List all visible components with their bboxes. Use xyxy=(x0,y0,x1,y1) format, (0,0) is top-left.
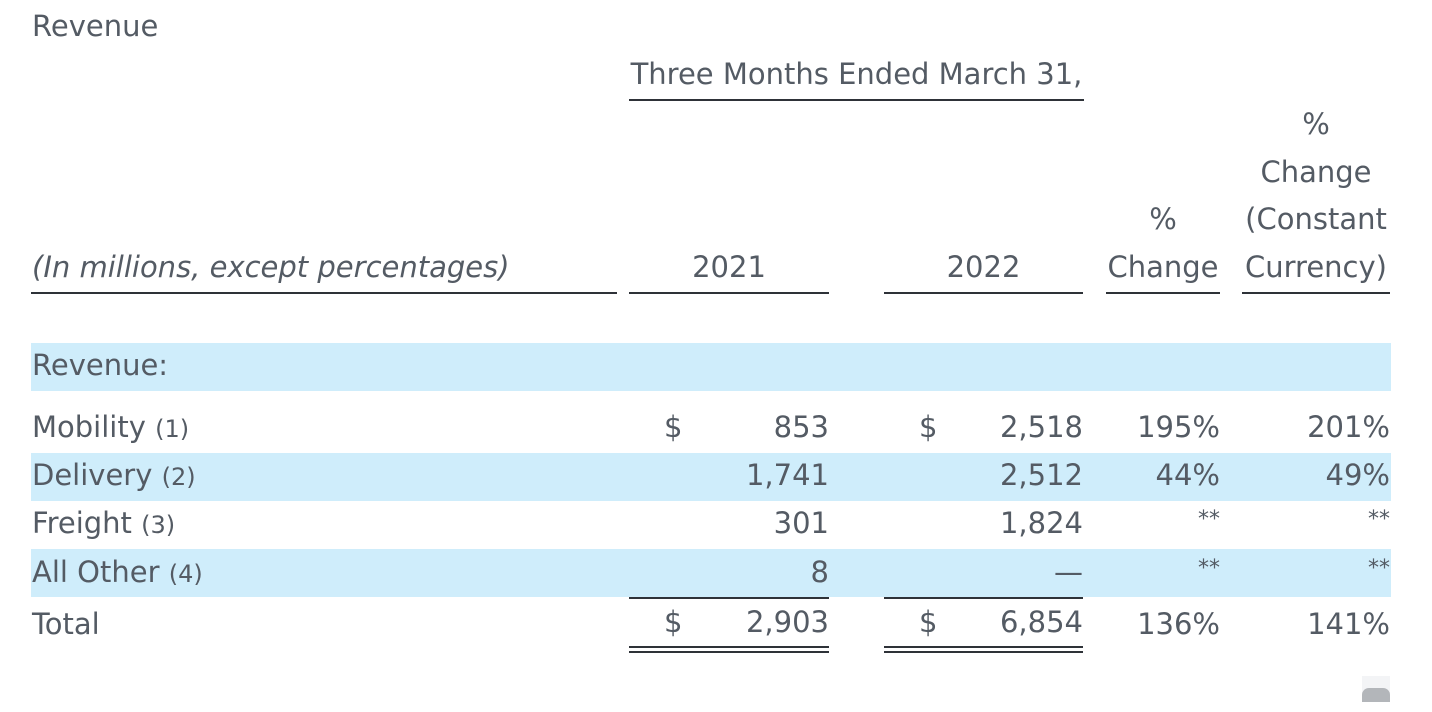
group-label: Revenue: xyxy=(32,348,169,382)
all-other-row-band xyxy=(31,549,1391,597)
total-label: Total xyxy=(32,607,100,641)
pct-change-value: ** xyxy=(1198,556,1220,581)
group-row-band xyxy=(31,343,1391,391)
table-row-label: Mobility (1) xyxy=(32,413,189,442)
cc-change-header-line3: (Constant xyxy=(1245,202,1387,236)
total-pct-change: 136% xyxy=(1137,607,1220,641)
table-row-label: All Other (4) xyxy=(32,558,203,587)
value-2022: 2,512 xyxy=(999,458,1083,492)
total-2022-double-rule-1 xyxy=(884,646,1083,648)
currency-symbol: $ xyxy=(664,410,683,444)
units-header: (In millions, except percentages) xyxy=(32,250,510,284)
value-2021: 853 xyxy=(773,410,829,444)
total-cc-change: 141% xyxy=(1307,607,1390,641)
scrollbar-thumb[interactable] xyxy=(1362,676,1390,702)
pct-change-header-line1: % xyxy=(1149,202,1177,236)
total-2021-double-rule-2 xyxy=(629,651,829,653)
total-2021-double-rule-1 xyxy=(629,646,829,648)
total-2022-double-rule-2 xyxy=(884,651,1083,653)
cc-change-value: 49% xyxy=(1325,458,1390,492)
row-label-text: Mobility xyxy=(32,410,146,444)
table-row-label: Delivery (2) xyxy=(32,461,196,490)
value-2022: 2,518 xyxy=(999,410,1083,444)
pct-change-value: ** xyxy=(1198,507,1220,532)
cc-change-header-line2: Change xyxy=(1260,155,1372,189)
footnote-ref: (1) xyxy=(155,415,190,443)
footnote-ref: (2) xyxy=(161,463,196,491)
units-header-rule xyxy=(31,292,617,294)
pct-change-header-rule xyxy=(1106,292,1220,294)
section-title: Revenue xyxy=(32,9,159,43)
year-2021-header-rule xyxy=(629,292,829,294)
year-2022-header: 2022 xyxy=(946,250,1021,284)
delivery-row-band xyxy=(31,453,1391,501)
total-2021-value: 2,903 xyxy=(745,605,829,639)
currency-symbol: $ xyxy=(919,605,938,639)
currency-symbol: $ xyxy=(919,410,938,444)
row-label-text: All Other xyxy=(32,555,160,589)
period-header-rule xyxy=(629,99,1084,101)
pct-change-header-line2: Change xyxy=(1107,250,1219,284)
pct-change-value: 44% xyxy=(1155,458,1220,492)
currency-symbol: $ xyxy=(664,605,683,639)
row-label-text: Freight xyxy=(32,506,132,540)
total-2022-value: 6,854 xyxy=(999,605,1083,639)
year-2021-header: 2021 xyxy=(692,250,766,284)
value-2021: 301 xyxy=(773,506,829,540)
cc-change-header-line1: % xyxy=(1302,107,1330,141)
cc-change-value: ** xyxy=(1368,556,1390,581)
value-2021: 1,741 xyxy=(745,458,829,492)
period-header: Three Months Ended March 31, xyxy=(630,57,1083,91)
row-label-text: Delivery xyxy=(32,458,153,492)
cc-change-header-line4: Currency) xyxy=(1245,250,1387,284)
cc-change-value: 201% xyxy=(1307,410,1390,444)
pct-change-value: 195% xyxy=(1137,410,1220,444)
value-2021: 8 xyxy=(810,555,829,589)
year-2022-header-rule xyxy=(884,292,1083,294)
footnote-ref: (4) xyxy=(168,560,203,588)
total-2021-top-rule xyxy=(629,597,829,599)
footnote-ref: (3) xyxy=(141,511,176,539)
value-2022: 1,824 xyxy=(999,506,1083,540)
cc-change-header-rule xyxy=(1242,292,1390,294)
value-2022: — xyxy=(1054,555,1083,589)
table-row-label: Freight (3) xyxy=(32,509,175,538)
total-2022-top-rule xyxy=(884,597,1083,599)
cc-change-value: ** xyxy=(1368,507,1390,532)
